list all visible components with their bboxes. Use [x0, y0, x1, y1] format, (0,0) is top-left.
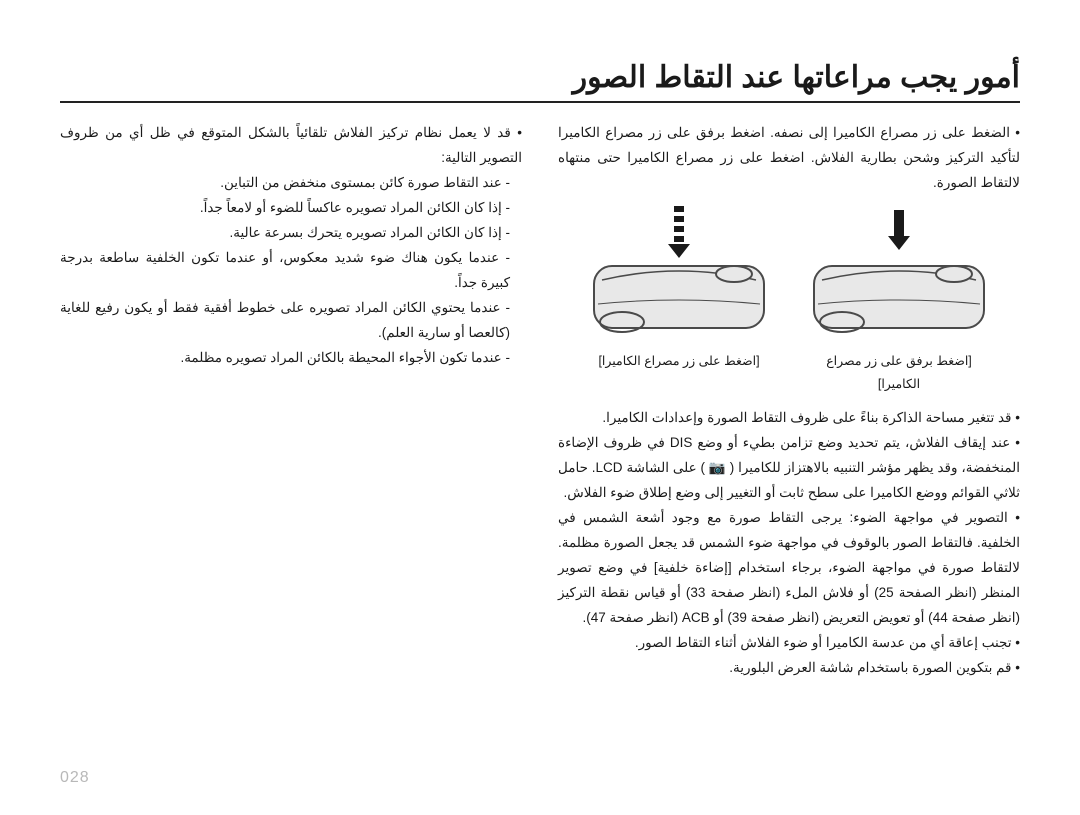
caption-half-press: [اضغط برفق على زر مصراع الكاميرا] [804, 350, 994, 396]
full-press-diagram [584, 204, 774, 344]
figure-full-press: [اضغط على زر مصراع الكاميرا] [584, 204, 774, 396]
left-d2: إذا كان الكائن المراد تصويره عاكساً للضو… [60, 196, 522, 221]
r3a: عند إيقاف الفلاش، يتم تحديد وضع تزامن بط… [692, 435, 1010, 450]
right-bullet-5: تجنب إعاقة أي من عدسة الكاميرا أو ضوء ال… [558, 631, 1020, 656]
r4a: التصوير في مواجهة الضوء: يرجى التقاط صور… [558, 510, 1020, 625]
column-left: قد لا يعمل نظام تركيز الفلاش تلقائياً با… [60, 121, 522, 681]
right-bullet-1: الضغط على زر مصراع الكاميرا إلى نصفه. اض… [558, 121, 1020, 196]
two-column-layout: الضغط على زر مصراع الكاميرا إلى نصفه. اض… [60, 121, 1020, 681]
right-list-2: قد تتغير مساحة الذاكرة بناءً على ظروف ال… [558, 406, 1020, 681]
left-d6: عندما تكون الأجواء المحيطة بالكائن المرا… [60, 346, 522, 371]
right-bullet-3: عند إيقاف الفلاش، يتم تحديد وضع تزامن بط… [558, 431, 1020, 506]
r4b: (انظر صفحة 47). [583, 610, 682, 625]
r3-dis: DIS [670, 435, 693, 450]
r3-lcd: LCD [596, 460, 623, 475]
left-d5: عندما يحتوي الكائن المراد تصويره على خطو… [60, 296, 522, 346]
column-right: الضغط على زر مصراع الكاميرا إلى نصفه. اض… [558, 121, 1020, 681]
left-list: قد لا يعمل نظام تركيز الفلاش تلقائياً با… [60, 121, 522, 371]
title-rule [60, 101, 1020, 103]
left-d4: عندما يكون هناك ضوء شديد معكوس، أو عندما… [60, 246, 522, 296]
left-intro: قد لا يعمل نظام تركيز الفلاش تلقائياً با… [60, 121, 522, 171]
caption-full-press: [اضغط على زر مصراع الكاميرا] [584, 350, 774, 373]
manual-page: أمور يجب مراعاتها عند التقاط الصور الضغط… [0, 0, 1080, 815]
r4-acb: ACB [682, 610, 710, 625]
figure-half-press: [اضغط برفق على زر مصراع الكاميرا] [804, 204, 994, 396]
left-d3: إذا كان الكائن المراد تصويره يتحرك بسرعة… [60, 221, 522, 246]
right-bullet-2: قد تتغير مساحة الذاكرة بناءً على ظروف ال… [558, 406, 1020, 431]
half-press-diagram [804, 204, 994, 344]
figures-row: [اضغط برفق على زر مصراع الكاميرا] [558, 204, 1020, 396]
right-list: الضغط على زر مصراع الكاميرا إلى نصفه. اض… [558, 121, 1020, 196]
page-number: 028 [60, 769, 90, 787]
right-bullet-6: قم بتكوين الصورة باستخدام شاشة العرض الب… [558, 656, 1020, 681]
page-title: أمور يجب مراعاتها عند التقاط الصور [60, 60, 1020, 95]
left-d1: عند التقاط صورة كائن بمستوى منخفض من الت… [60, 171, 522, 196]
right-bullet-4: التصوير في مواجهة الضوء: يرجى التقاط صور… [558, 506, 1020, 631]
